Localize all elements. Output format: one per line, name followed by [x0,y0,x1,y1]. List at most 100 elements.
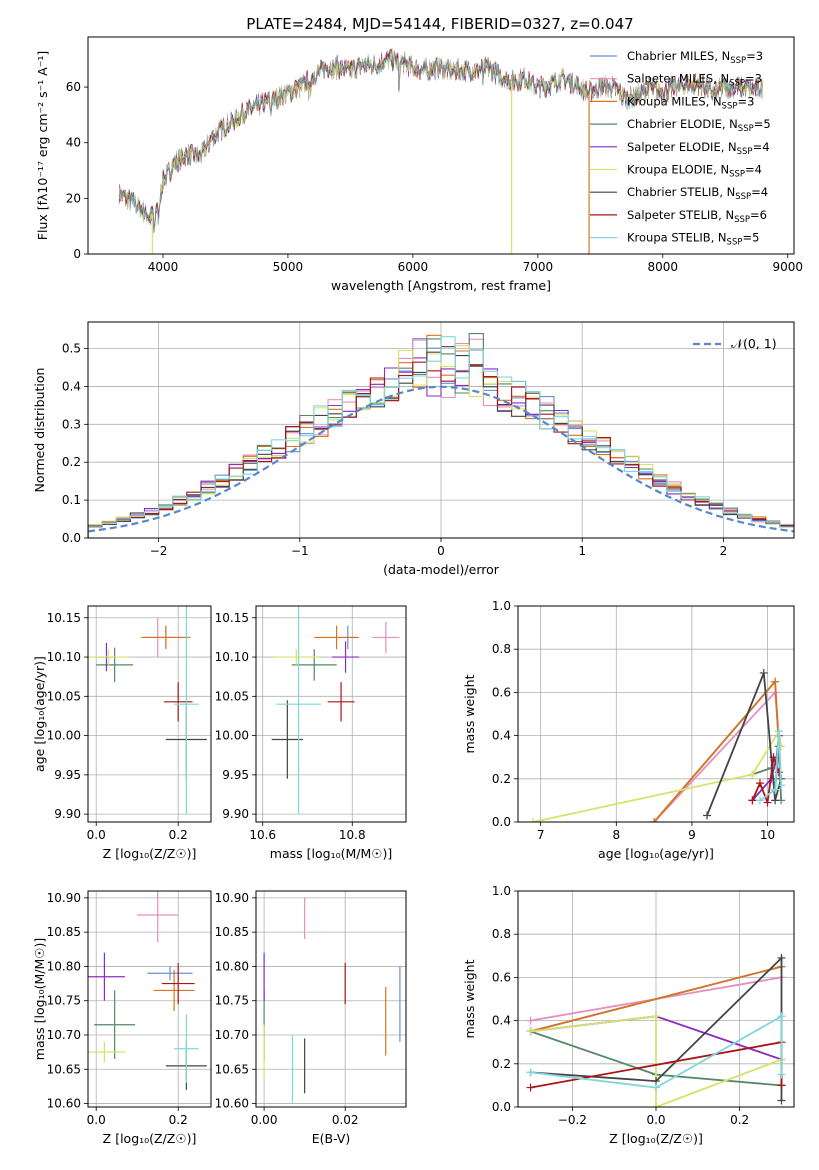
y-tick-label: 10.10 [215,650,249,664]
legend-label: Chabrier ELODIE, NSSP=5 [627,117,771,134]
y-tick-label: 10.80 [47,959,81,973]
x-tick-label: −2 [150,544,168,558]
axes-frame [255,890,407,1108]
y-axis-label: mass weight [462,674,477,753]
x-tick-label: −0.2 [558,1113,587,1127]
x-tick-label: 8 [612,828,620,842]
y-tick-label: 0.8 [492,927,511,941]
x-tick-label: 0.2 [730,1113,749,1127]
plot-area [88,333,794,538]
weight-line-kroupa_stelib [759,731,782,802]
y-tick-label: 10.70 [47,1028,81,1042]
axes-frame [255,605,407,823]
panel-spectrum: 4000 5000 6000 7000 8000 9000 0 20 40 60 wavelengt… [35,36,803,293]
y-tick-label: 10.60 [47,1097,81,1111]
x-tick-label: 0.0 [87,828,106,842]
y-tick-label: 0.0 [492,1100,511,1114]
normal-curve [88,385,794,533]
x-tick-label: 4000 [148,260,179,274]
panel-mass-vs-ebv: 0.00 0.02 10.60 10.65 10.70 10.75 10.80 10.85 10… [215,890,407,1146]
y-tick-label: 0.4 [492,1014,511,1028]
y-tick-label: 10.05 [47,689,81,703]
weight-marker-kroupa_stelib [771,785,780,794]
y-tick-label: 10.65 [47,1062,81,1076]
y-tick-label: 1.0 [492,599,511,613]
y-tick-label: 0.5 [62,342,81,356]
y-tick-label: 9.90 [54,807,81,821]
legend-label: Chabrier STELIB, NSSP=4 [627,185,768,202]
axes-frame [87,36,795,255]
y-tick-label: 10.90 [215,891,249,905]
y-tick-label: 0.8 [492,642,511,656]
weight-marker-kroupa_stelib [652,1083,660,1092]
y-tick-label: 10.15 [47,611,81,625]
y-tick-label: 10.75 [47,994,81,1008]
weight-marker-chabrier_stelib [759,668,768,677]
legend-label: Salpeter MILES, NSSP=3 [627,72,762,89]
plot-area [88,891,207,1090]
panel-residuals: −2 −1 0 1 2 0.0 0.1 0.2 0.3 0.4 0.5 (data-model)/er… [32,321,795,577]
weight-marker-kroupa_elodie [652,1103,660,1107]
y-tick-label: 9.95 [54,768,81,782]
y-tick-label: 9.95 [222,768,249,782]
weight-marker-salpeter_miles [526,1016,535,1025]
y-tick-label: 0.4 [62,379,81,393]
weight-marker-chabrier_stelib [703,811,712,820]
axes-frame [87,605,212,823]
y-tick-label: 0.1 [62,493,81,507]
weight-marker-kroupa_miles [771,677,780,686]
weight-marker-chabrier_stelib [771,796,780,805]
y-tick-label: 60 [66,80,81,94]
weight-marker-kroupa_stelib [526,1068,535,1077]
weight-line-kroupa_stelib [530,1014,783,1089]
x-tick-label: 10 [760,828,775,842]
weight-marker-kroupa_miles [650,818,659,822]
y-tick-label: 10.85 [47,925,81,939]
panel-age-vs-z: 0.0 0.2 9.90 9.95 10.00 10.05 10.10 10.15 Z [log… [32,605,212,861]
x-tick-label: −1 [291,544,309,558]
spectrum-line [118,51,763,233]
weight-line-kroupa_miles [530,965,782,1033]
x-axis-label: Z [log₁₀(Z/Z☉)] [609,1131,703,1146]
weight-marker-kroupa_stelib [774,727,783,736]
axes-frame [517,605,795,823]
weight-line-kroupa_elodie [530,1015,782,1107]
plot-area [271,606,400,815]
x-tick-label: 8000 [648,260,679,274]
weight-marker-chabrier_stelib [777,1096,786,1105]
weight-marker-kroupa_stelib [777,1070,786,1079]
legend-label: Salpeter STELIB, NSSP=6 [627,208,767,225]
weight-marker-kroupa_elodie [529,818,538,822]
y-tick-label: 10.00 [215,729,249,743]
plot-area [526,953,786,1107]
histogram-kroupa_stelib [88,336,794,538]
y-tick-label: 0 [73,247,81,261]
weight-marker-salpeter_stelib [755,779,764,788]
weight-marker-kroupa_elodie [526,1027,535,1036]
x-axis-label: E(B-V) [312,1131,351,1146]
y-tick-label: 10.15 [215,611,249,625]
y-tick-label: 0.2 [62,455,81,469]
y-tick-label: 1.0 [492,884,511,898]
legend-label: Kroupa MILES, NSSP=3 [627,94,754,111]
weight-marker-salpeter_stelib [777,1081,786,1090]
y-tick-label: 10.65 [215,1062,249,1076]
x-tick-label: 5000 [273,260,304,274]
y-tick-label: 10.05 [215,689,249,703]
weight-marker-salpeter_stelib [769,753,778,762]
y-tick-label: 9.90 [222,807,249,821]
x-tick-label: 9000 [772,260,803,274]
y-axis-label: Flux [fλ10⁻¹⁷ erg cm⁻² s⁻¹ A⁻¹] [35,51,50,240]
weight-marker-kroupa_stelib [777,781,786,790]
y-tick-label: 0.0 [492,815,511,829]
y-tick-label: 0.0 [62,531,81,545]
x-tick-label: 0.00 [251,1113,278,1127]
x-tick-label: 6000 [398,260,429,274]
y-tick-label: 10.85 [215,925,249,939]
y-axis-label: Normed distribution [32,368,47,493]
x-axis-label: wavelength [Angstrom, rest frame] [331,278,551,293]
y-tick-label: 0.6 [492,970,511,984]
legend-label: Kroupa STELIB, NSSP=5 [627,231,759,248]
x-tick-label: 0.2 [169,1113,188,1127]
